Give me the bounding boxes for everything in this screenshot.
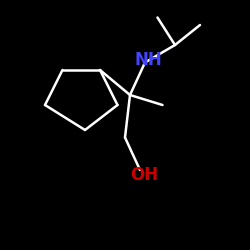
Text: NH: NH (135, 51, 162, 69)
Text: OH: OH (130, 166, 158, 184)
